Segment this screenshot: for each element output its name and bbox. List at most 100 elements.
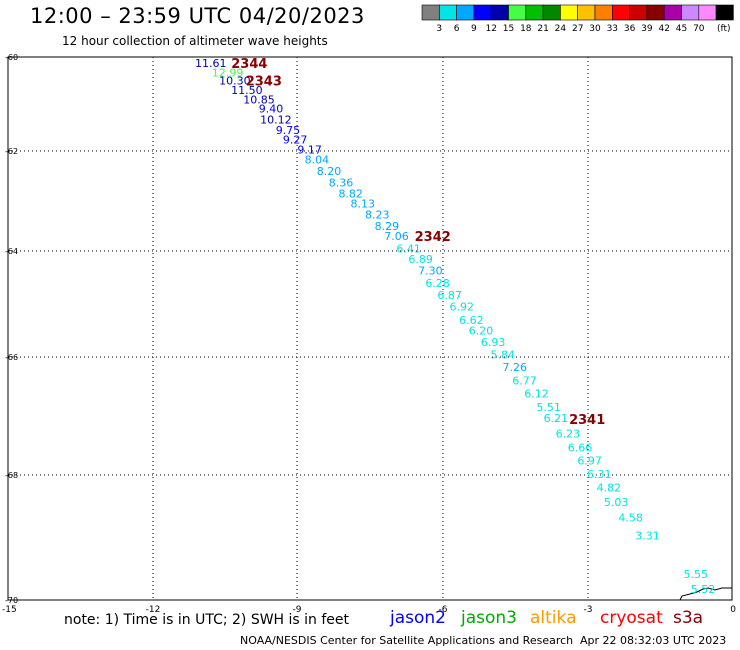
colorbar-swatch	[456, 4, 475, 21]
colorbar-label: 3	[436, 24, 442, 34]
colorbar-label: 21	[537, 24, 548, 34]
wave-height-value: 6.28	[425, 277, 450, 290]
wave-height-value: 9.40	[259, 103, 284, 116]
colorbar-swatch	[490, 4, 509, 21]
colorbar-label: 30	[589, 24, 601, 34]
wave-height-value: 8.29	[375, 220, 400, 233]
wave-height-value: 7.06	[384, 230, 409, 243]
wave-height-value: 7.26	[503, 361, 528, 374]
colorbar-swatch	[594, 4, 613, 21]
lat-tick-label: -62	[5, 147, 18, 156]
wave-height-value: 6.62	[459, 314, 484, 327]
wave-height-value: 6.66	[568, 441, 593, 454]
wave-height-value: 12.99	[212, 67, 244, 80]
wave-height-value: 6.23	[556, 428, 581, 441]
pass-number-label: 2341	[569, 413, 605, 428]
wave-height-value: 5.55	[684, 568, 709, 581]
lon-tick-label: 0	[730, 605, 736, 615]
lon-tick-label: -3	[584, 605, 593, 615]
wave-height-value: 10.12	[260, 114, 292, 127]
colorbar-label: 45	[676, 24, 687, 34]
colorbar-label: 36	[624, 24, 636, 34]
lat-tick-label: -70	[5, 596, 18, 605]
wave-height-value: 5.52	[691, 583, 716, 596]
colorbar-label: 6	[454, 24, 460, 34]
colorbar-label: 70	[693, 24, 705, 34]
wave-height-value: 6.21	[544, 412, 569, 425]
colorbar-label: 33	[607, 24, 618, 34]
lon-tick-label: -15	[2, 605, 17, 615]
colorbar-label: 15	[503, 24, 514, 34]
lat-tick-label: -68	[5, 471, 18, 480]
colorbar-unit: (ft)	[717, 24, 731, 34]
colorbar-swatch	[681, 4, 700, 21]
colorbar-label: 18	[520, 24, 532, 34]
lat-tick-label: -66	[5, 353, 18, 362]
wave-height-value: 10.85	[243, 93, 275, 106]
colorbar-label: 39	[641, 24, 653, 34]
wave-height-value: 9.27	[283, 133, 308, 146]
colorbar-swatch	[663, 4, 682, 21]
pass-number-label: 2344	[231, 57, 267, 72]
colorbar-swatch	[525, 4, 544, 21]
pass-number-label: 2342	[415, 230, 451, 245]
colorbar-swatch	[560, 4, 579, 21]
wave-height-value: 3.31	[635, 530, 660, 543]
wave-height-value: 8.82	[338, 188, 363, 201]
note-text: note: 1) Time is in UTC; 2) SWH is in fe…	[64, 612, 350, 628]
map-subtitle: 12 hour collection of altimeter wave hei…	[62, 34, 328, 48]
wave-height-value: 5.03	[604, 496, 629, 509]
pass-number-label: 2343	[246, 75, 282, 90]
colorbar-label: 27	[572, 24, 583, 34]
lat-tick-label: -64	[5, 247, 18, 256]
wave-height-value: 6.89	[408, 253, 433, 266]
lon-tick-label: -12	[146, 605, 161, 615]
wave-height-value: 8.04	[305, 154, 330, 167]
colorbar-swatch	[473, 4, 492, 21]
satellite-jason3: jason3	[461, 608, 517, 628]
colorbar-swatch	[611, 4, 630, 21]
wave-height-value: 11.61	[195, 57, 227, 70]
colorbar-swatch	[698, 4, 717, 21]
lat-tick-label: -60	[5, 53, 18, 62]
wave-height-value: 8.20	[317, 165, 342, 178]
colorbar-swatch	[508, 4, 527, 21]
wave-height-value: 6.20	[469, 325, 494, 338]
footer-credit: NOAA/NESDIS Center for Satellite Applica…	[240, 634, 574, 647]
wave-height-value: 9.75	[276, 124, 301, 137]
colorbar-swatch	[577, 4, 596, 21]
wave-height-value: 11.50	[231, 84, 263, 97]
colorbar-swatch	[715, 4, 734, 21]
colorbar-swatch	[646, 4, 665, 21]
footer-timestamp: Apr 22 08:32:03 UTC 2023	[580, 634, 727, 647]
wave-height-value: 6.12	[524, 388, 549, 401]
colorbar-swatch	[629, 4, 648, 21]
coastline	[679, 587, 732, 601]
colorbar-swatch	[542, 4, 561, 21]
wave-height-value: 6.97	[577, 454, 602, 467]
wave-height-value: 6.87	[437, 289, 462, 302]
colorbar-swatch	[438, 4, 457, 21]
colorbar-label: 42	[658, 24, 669, 34]
colorbar-swatch	[421, 4, 440, 21]
wave-height-value: 7.30	[418, 265, 443, 278]
wave-height-value: 5.84	[490, 348, 515, 361]
satellite-s3a: s3a	[673, 608, 704, 628]
satellite-jason2: jason2	[390, 608, 446, 628]
colorbar-label: 24	[555, 24, 567, 34]
map-title: 12:00 – 23:59 UTC 04/20/2023	[30, 4, 365, 28]
wave-height-value: 6.77	[512, 375, 537, 388]
colorbar-label: 12	[485, 24, 496, 34]
colorbar-label: 9	[471, 24, 477, 34]
wave-height-value: 4.82	[597, 482, 622, 495]
lon-tick-label: -9	[293, 605, 302, 615]
wave-height-value: 8.36	[329, 177, 354, 190]
wave-height-value: 8.13	[351, 198, 376, 211]
satellite-altika: altika	[530, 608, 577, 628]
wave-height-value: 10.30	[219, 75, 251, 88]
wave-height-value: 6.93	[481, 336, 506, 349]
wave-height-value: 8.23	[365, 209, 390, 222]
satellite-cryosat: cryosat	[600, 608, 663, 628]
wave-height-value: 9.17	[297, 144, 322, 157]
